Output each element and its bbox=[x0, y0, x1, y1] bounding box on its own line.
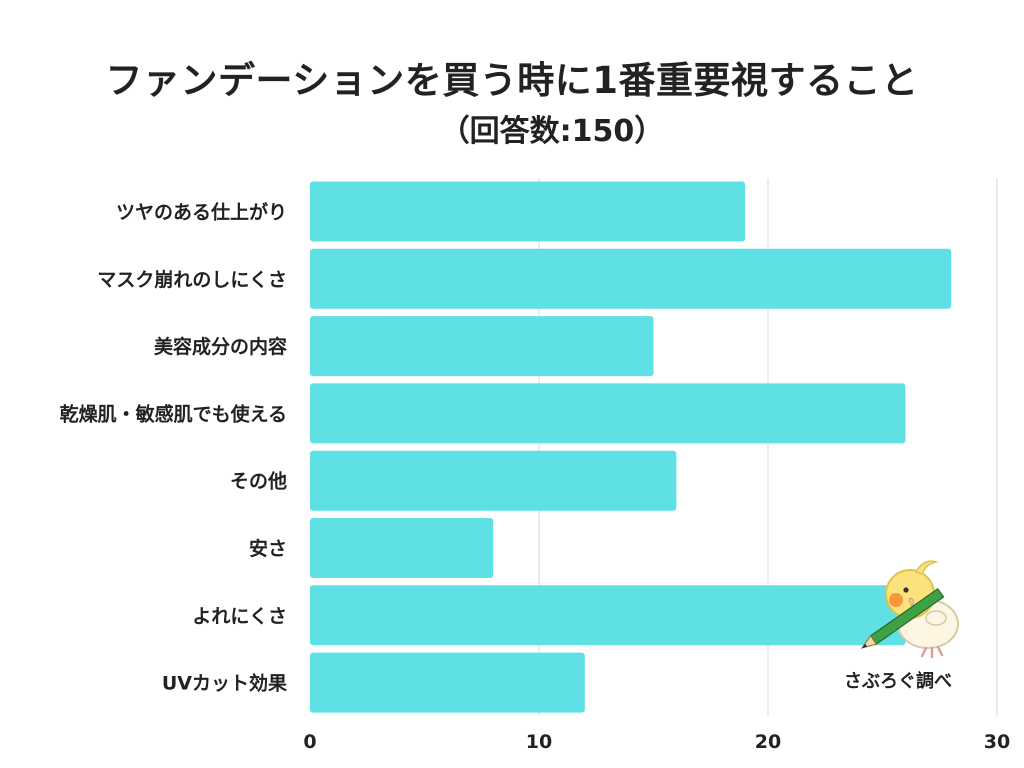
category-label: 乾燥肌・敏感肌でも使える bbox=[60, 402, 287, 425]
x-tick-label: 0 bbox=[303, 731, 316, 753]
x-tick-label: 10 bbox=[526, 731, 552, 753]
bar bbox=[310, 585, 906, 646]
x-tick-label: 20 bbox=[755, 731, 781, 753]
x-tick-label: 30 bbox=[984, 731, 1010, 753]
category-label: 美容成分の内容 bbox=[154, 335, 287, 358]
category-label: マスク崩れのしにくさ bbox=[97, 268, 287, 291]
bird-mascot-icon bbox=[860, 560, 959, 659]
category-label: その他 bbox=[230, 470, 287, 493]
category-label: UVカット効果 bbox=[162, 672, 287, 695]
chart-subtitle: （回答数:150） bbox=[439, 114, 665, 149]
bar bbox=[310, 383, 906, 444]
category-label: よれにくさ bbox=[192, 605, 287, 627]
bar bbox=[310, 316, 654, 377]
category-label: 安さ bbox=[249, 537, 287, 560]
bar bbox=[310, 652, 585, 713]
bar bbox=[310, 518, 494, 578]
chart-title: ファンデーションを買う時に1番重要視すること bbox=[105, 59, 919, 102]
bar bbox=[310, 248, 952, 309]
bar bbox=[310, 181, 746, 242]
source-credit: さぶろぐ調べ bbox=[844, 671, 952, 692]
bar bbox=[310, 450, 677, 511]
category-label: ツヤのある仕上がり bbox=[116, 201, 287, 224]
